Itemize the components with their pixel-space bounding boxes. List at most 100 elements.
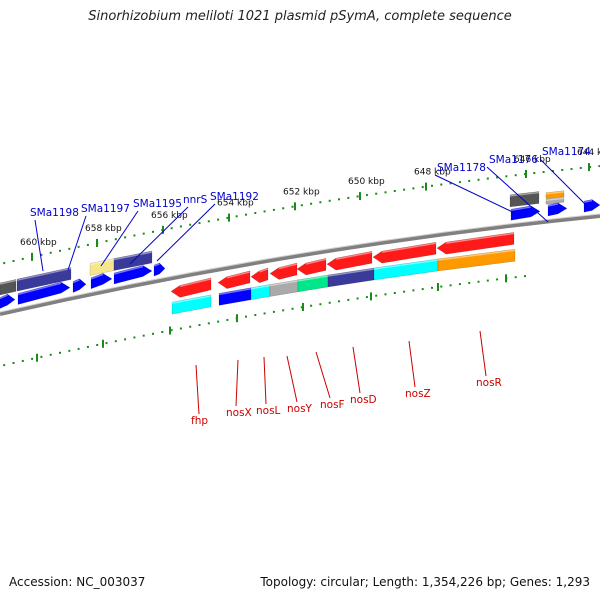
tick-dot [496,176,499,179]
tick-dot [3,364,6,367]
tick-dot [393,189,396,192]
tick-dot [142,232,145,235]
lower-gene-label: nosY [287,403,313,415]
tick-dot [152,230,154,233]
tick-dot [86,345,89,348]
gene-shine [545,190,565,195]
lower-gene-label: nosL [256,405,281,417]
gene-green [297,274,329,293]
tick-dot [124,338,127,341]
gene-nosX [217,270,251,289]
gene-blue [218,287,252,306]
tick-dot [245,315,247,318]
upper-gene-label: SMa1195 [133,198,182,210]
tick-dot [598,165,600,168]
major-tick [236,314,238,323]
tick-dot [403,290,406,293]
tick-dot [375,192,378,195]
upper-gene-label: SMa1192 [210,191,259,203]
major-tick [162,225,164,234]
tick-dot [589,166,592,169]
major-tick [102,339,104,348]
tick-dot [328,199,331,202]
tick-dot [207,322,210,325]
major-tick [169,326,171,335]
tick-dot [338,198,340,201]
gene-nosF [296,258,327,276]
tick-dot [533,172,536,175]
tick-dot [393,291,396,294]
tick-dot [356,297,359,300]
gene-shine [510,206,532,211]
map-title: Sinorhizobium meliloti 1021 plasmid pSym… [88,9,512,24]
callout-line [129,206,189,265]
tick-dot [375,294,378,297]
tick-dot [226,318,229,321]
tick-dot [468,281,471,284]
gene-blue [90,273,113,290]
gene-shine [437,249,516,261]
callout-line [263,356,267,405]
tick-dot [189,223,192,226]
gene-shine [90,273,104,280]
tick-dot [365,296,368,299]
gene-nosZ [372,241,437,264]
gene-blue [72,278,87,293]
gene-blue [0,293,16,309]
gene-nosR [436,232,515,255]
gene-shine [179,278,212,288]
upper-gene-label: SMa1176 [489,154,538,166]
tick-label: 654 kbp [217,199,254,209]
tick-label: 646 kbp [514,155,551,165]
callout-line [286,355,298,403]
major-tick [505,274,507,283]
callout-line [352,346,361,394]
major-tick [228,213,230,222]
tick-dot [226,216,229,219]
gene-cyan [171,294,212,315]
gene-blue [547,202,568,217]
summary-label: Topology: circular; Length: 1,354,226 bp… [260,575,590,589]
upper-gene-label: nnrS [183,194,208,206]
callout-line [479,330,487,377]
upper-gene-label: SMa1178 [437,162,486,174]
tick-dot [412,187,415,190]
callout-line [67,215,87,271]
gene-blue [153,262,166,277]
major-tick [96,239,98,248]
tick-dot [310,304,313,307]
callout-line [100,210,139,267]
gene-shine [0,279,17,285]
gene-shine [278,263,298,270]
lower-gene-label: nosZ [405,388,431,400]
gene-grey [509,191,540,208]
tick-dot [133,336,136,339]
tick-dot [254,212,257,215]
gene-blue [113,265,153,285]
tick-dot [458,181,461,184]
tick-dot [542,170,545,173]
lower-near-genes [170,232,515,298]
gene-fhp [170,277,212,298]
tick-dot [152,332,154,335]
tick-dot [384,293,387,296]
gene-shine [509,191,540,197]
upper-near-genes [0,199,600,309]
tick-dot [347,298,350,301]
gene-orange [437,248,516,272]
tick-dot [338,300,340,303]
lower-gene-label: nosD [350,394,377,406]
gene-orange-small [545,190,565,199]
tick-dot [179,225,182,228]
gene-grey [269,279,299,297]
gene-shine [153,263,160,267]
gene-shine [17,282,62,296]
tick-dot [263,312,266,315]
genome-backbone-highlight [0,213,600,313]
tick-dot [579,166,582,169]
tick-dot [217,320,220,323]
tick-dot [31,357,34,360]
gene-shine [545,197,565,201]
tick-dot [496,278,499,281]
